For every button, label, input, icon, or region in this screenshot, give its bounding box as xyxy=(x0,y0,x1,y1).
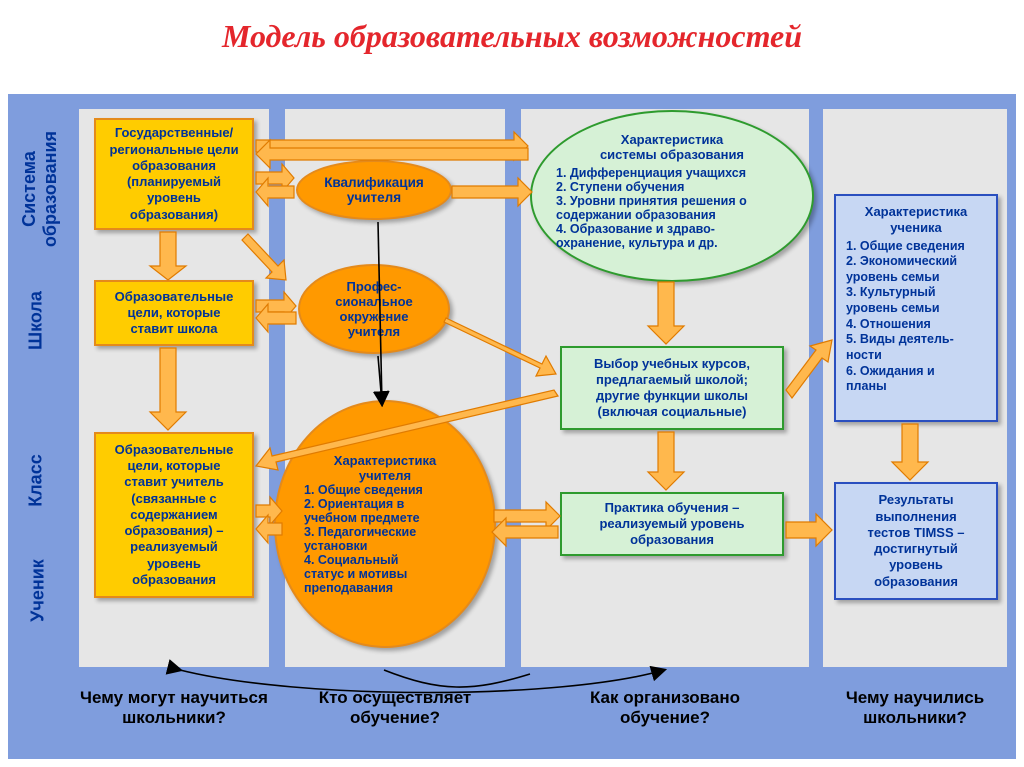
box-school-goals: Образовательныецели, которыеставит школа xyxy=(94,280,254,346)
row-label-class: Класс xyxy=(26,451,47,511)
list-item: учебном предмете xyxy=(304,511,420,525)
list-item: 5. Виды деятель- xyxy=(846,332,954,348)
footer-q4: Чему научилисьшкольники? xyxy=(822,688,1008,727)
box-state-goals: Государственные/региональные целиобразов… xyxy=(94,118,254,230)
ellipse-environment: Профес-сиональноеокружениеучителя xyxy=(298,264,450,354)
list-item: 3. Педагогические xyxy=(304,525,416,539)
list-item: установки xyxy=(304,539,367,553)
ellipse-teacher-char: Характеристикаучителя 1. Общие сведения … xyxy=(274,400,496,648)
list-item: ности xyxy=(846,348,882,364)
list-item: уровень семьи xyxy=(846,270,940,286)
list-item: планы xyxy=(846,379,887,395)
list-item: 4. Образование и здраво- xyxy=(556,222,788,236)
ellipse-system-char: Характеристикасистемы образования 1. Диф… xyxy=(530,110,814,282)
footer-q1: Чему могут научитьсяшкольники? xyxy=(78,688,270,727)
ellipse-qualification: Квалификацияучителя xyxy=(296,160,452,220)
list-item: уровень семьи xyxy=(846,301,940,317)
list-item: 2. Экономический xyxy=(846,254,957,270)
list-item: содержании образования xyxy=(556,208,788,222)
footer-q2: Кто осуществляетобучение? xyxy=(284,688,506,727)
row-label-school: Школа xyxy=(26,291,47,351)
list-item: 3. Уровни принятия решения о xyxy=(556,194,788,208)
list-item: преподавания xyxy=(304,581,393,595)
ellipse-teacher-header: Характеристикаучителя xyxy=(334,453,436,483)
list-item: 1. Общие сведения xyxy=(304,483,423,497)
list-item: охранение, культура и др. xyxy=(556,236,788,250)
box-student-char: Характеристикаученика 1. Общие сведения … xyxy=(834,194,998,422)
box-results: Результатывыполнениятестов TIMSS –достиг… xyxy=(834,482,998,600)
list-item: 2. Ступени обучения xyxy=(556,180,788,194)
list-item: 3. Культурный xyxy=(846,285,936,301)
list-item: 1. Дифференциация учащихся xyxy=(556,166,788,180)
list-item: 6. Ожидания и xyxy=(846,364,935,380)
box-teacher-goals: Образовательныецели, которыеставит учите… xyxy=(94,432,254,598)
box-practice: Практика обучения –реализуемый уровеньоб… xyxy=(560,492,784,556)
box-course-choice: Выбор учебных курсов,предлагаемый школой… xyxy=(560,346,784,430)
list-item: статус и мотивы xyxy=(304,567,407,581)
row-label-system: Системаобразования xyxy=(19,129,61,249)
list-item: 2. Ориентация в xyxy=(304,497,404,511)
box-student-header: Характеристикаученика xyxy=(865,204,967,237)
list-item: 1. Общие сведения xyxy=(846,239,965,255)
list-item: 4. Социальный xyxy=(304,553,398,567)
row-label-student: Ученик xyxy=(28,551,49,631)
list-item: 4. Отношения xyxy=(846,317,931,333)
page-title: Модель образовательных возможностей xyxy=(0,18,1024,55)
footer-q3: Как организованообучение? xyxy=(520,688,810,727)
ellipse-system-header: Характеристикасистемы образования xyxy=(556,132,788,162)
